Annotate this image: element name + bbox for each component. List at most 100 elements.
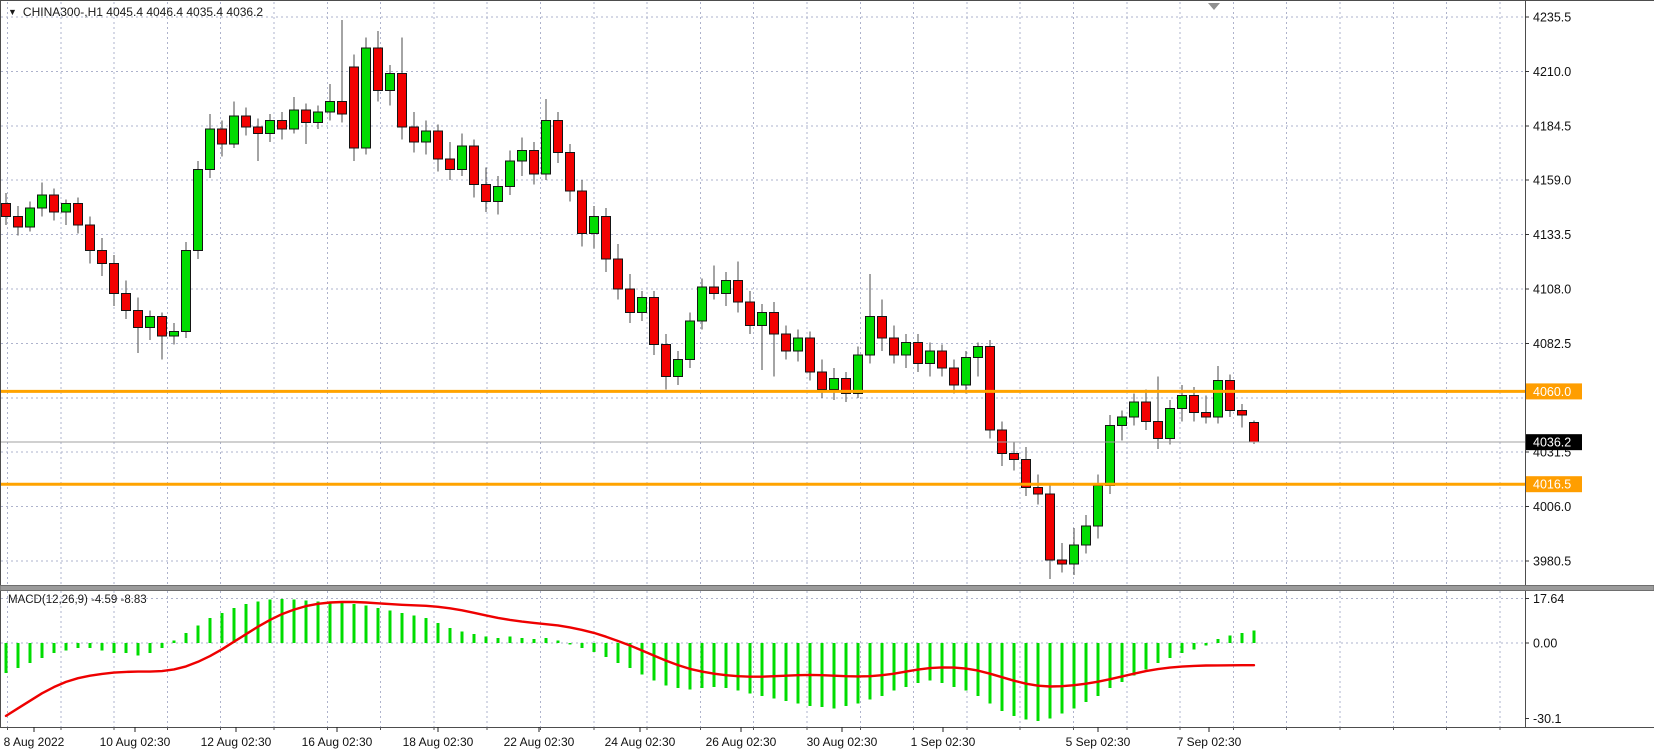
macd-bar	[724, 643, 728, 689]
bear-candle	[1249, 422, 1259, 443]
macd-bar	[1084, 643, 1088, 703]
bear-candle	[409, 126, 419, 143]
bull-candle	[385, 73, 395, 92]
macd-bar	[856, 643, 860, 704]
macd-bar	[652, 643, 656, 681]
bull-candle	[205, 128, 215, 171]
macd-bar	[616, 643, 620, 664]
bear-candle	[217, 128, 227, 145]
macd-bar	[172, 640, 176, 643]
price-axis-label: 4133.5	[1533, 228, 1571, 242]
macd-bar	[1240, 632, 1244, 643]
level-price-badge-bg	[1526, 476, 1582, 493]
macd-bar	[568, 643, 572, 645]
macd-bar	[496, 637, 500, 643]
macd-bar	[208, 617, 212, 643]
macd-bar	[1216, 639, 1220, 643]
bull-candle	[457, 145, 467, 171]
macd-bar	[100, 643, 104, 651]
macd-bar	[1144, 643, 1148, 670]
bull-candle	[901, 341, 911, 356]
bear-candle	[469, 145, 479, 185]
bear-candle	[565, 151, 575, 192]
time-axis-label: 16 Aug 02:30	[302, 735, 373, 749]
bear-candle	[1141, 401, 1151, 422]
macd-bar	[352, 604, 356, 643]
bear-candle	[157, 316, 167, 337]
macd-bar	[460, 631, 464, 643]
macd-bar	[760, 643, 764, 696]
macd-bar	[1168, 643, 1172, 659]
level-price-badge: 4016.5	[1526, 476, 1582, 493]
bull-candle	[181, 250, 191, 333]
macd-bar	[508, 636, 512, 643]
bear-candle	[109, 262, 119, 294]
bear-candle	[625, 288, 635, 313]
macd-bar	[592, 643, 596, 652]
macd-bar	[736, 643, 740, 691]
bear-candle	[1009, 452, 1019, 461]
chart-dropdown-arrow-icon[interactable]: ▼	[8, 7, 17, 17]
macd-bar	[412, 615, 416, 643]
bear-candle	[1021, 459, 1031, 488]
macd-bar	[1072, 643, 1076, 709]
macd-bar	[304, 600, 308, 643]
current-price-badge-text: 4036.2	[1533, 436, 1571, 450]
price-axis-label: 3980.5	[1533, 554, 1571, 568]
time-axis-label: 10 Aug 02:30	[100, 735, 171, 749]
macd-bar	[1060, 643, 1064, 714]
bear-candle	[661, 343, 671, 377]
time-axis-label: 26 Aug 02:30	[706, 735, 777, 749]
macd-bar	[1192, 643, 1196, 650]
price-axis-label: 4108.0	[1533, 282, 1571, 296]
macd-bar	[328, 602, 332, 643]
bull-candle	[421, 130, 431, 143]
bear-candle	[121, 292, 131, 311]
bull-candle	[1093, 484, 1103, 527]
bull-candle	[289, 109, 299, 130]
bear-candle	[553, 119, 563, 153]
bull-candle	[505, 160, 515, 188]
bull-candle	[61, 203, 71, 213]
bull-candle	[697, 286, 707, 322]
current-price-badge-bg	[1526, 434, 1582, 451]
price-axis-label: 4159.0	[1533, 174, 1571, 188]
macd-bar	[376, 607, 380, 643]
macd-bar	[112, 643, 116, 654]
pane-separator[interactable]	[0, 585, 1654, 591]
price-axis-label: 4082.5	[1533, 337, 1571, 351]
chart-shift-marker-icon[interactable]	[1208, 3, 1220, 10]
macd-bar	[532, 639, 536, 643]
bull-candle	[1105, 425, 1115, 486]
bull-candle	[961, 356, 971, 386]
macd-bar	[640, 643, 644, 675]
macd-bar	[388, 610, 392, 643]
time-axis[interactable]: 8 Aug 2022 10 Aug 02:30 12 Aug 02:30 16 Aug…	[4, 727, 1501, 749]
bull-candle	[757, 311, 767, 326]
macd-bar	[628, 643, 632, 669]
price-axis-label: 4210.0	[1533, 65, 1571, 79]
macd-bar	[184, 632, 188, 643]
macd-bar	[868, 643, 872, 700]
macd-bar	[1252, 630, 1256, 643]
candles	[1, 20, 1259, 580]
macd-bar	[40, 643, 44, 659]
macd-bar	[256, 601, 260, 643]
macd-bar	[1204, 643, 1208, 646]
macd-bar	[1180, 643, 1184, 654]
price-axis[interactable]: 4235.5 4210.0 4184.5 4159.0 4133.5 4108.0 4082…	[1525, 11, 1571, 727]
bear-candle	[601, 215, 611, 260]
macd-bar	[952, 643, 956, 687]
pane-borders	[0, 0, 1654, 728]
bear-candle	[997, 429, 1007, 454]
bear-candle	[73, 203, 83, 226]
macd-bar	[160, 643, 164, 649]
bull-candle	[541, 119, 551, 175]
macd-bar	[316, 601, 320, 643]
macd-bar	[400, 612, 404, 643]
macd-bar	[280, 598, 284, 643]
macd-bar	[1024, 643, 1028, 720]
macd-bar	[244, 604, 248, 643]
macd-histogram	[4, 598, 1256, 721]
